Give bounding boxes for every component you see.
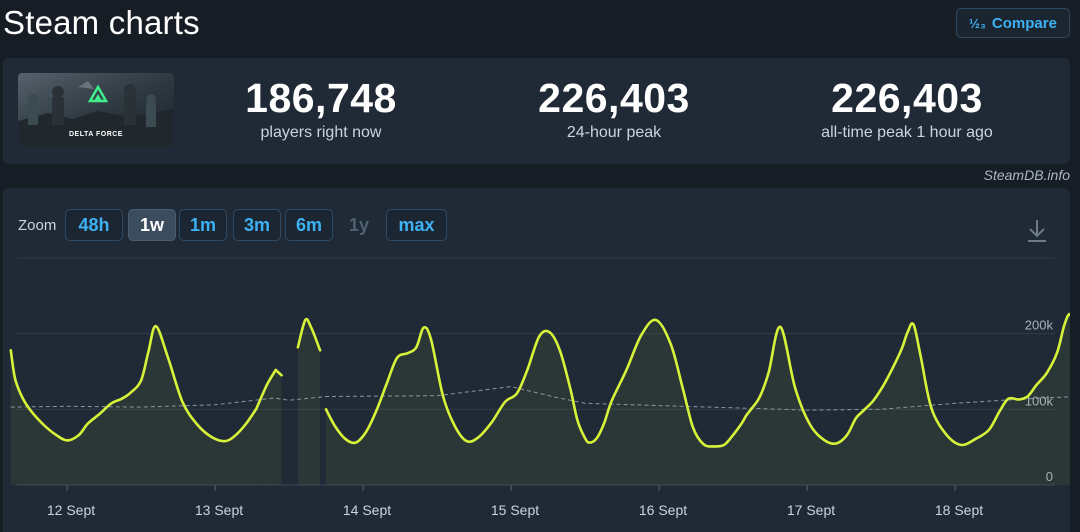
24h-peak-label: 24-hour peak <box>566 124 662 141</box>
players-line <box>9 324 258 443</box>
all-time-peak-label: all-time peak 1 hour ago <box>821 124 993 141</box>
compare-button[interactable]: ½₃ Compare <box>956 8 1070 38</box>
zoom-48h-button[interactable]: 48h <box>65 209 123 241</box>
y-tick-label: 100k <box>1025 393 1054 408</box>
game-thumbnail-text: DELTA FORCE <box>69 131 123 138</box>
players-area <box>297 320 321 485</box>
zoom-1w-button[interactable]: 1w <box>128 209 176 241</box>
all-time-peak-value: 226,403 <box>831 75 983 121</box>
y-tick-label: 200k <box>1025 318 1054 333</box>
fraction-icon: ½₃ <box>969 15 986 31</box>
players-area <box>326 315 1070 485</box>
x-tick-label: 16 Sept <box>639 502 687 518</box>
zoom-label: Zoom <box>18 217 57 234</box>
stat-current-players: 186,748 players right now <box>191 76 451 142</box>
average-line <box>10 386 1070 411</box>
zoom-max-button[interactable]: max <box>386 209 447 241</box>
zoom-1m-button[interactable]: 1m <box>179 209 227 241</box>
current-players-value: 186,748 <box>245 75 397 121</box>
zoom-1y-button: 1y <box>348 214 370 235</box>
players-line <box>274 368 283 377</box>
x-tick-label: 17 Sept <box>787 502 835 518</box>
x-tick-label: 13 Sept <box>195 502 243 518</box>
players-line <box>255 368 277 410</box>
stat-all-time-peak: 226,403 all-time peak 1 hour ago <box>777 76 1037 142</box>
page-title: Steam charts <box>3 4 200 41</box>
x-tick-label: 12 Sept <box>47 502 95 518</box>
stats-card: DELTA FORCE 186,748 players right now 22… <box>3 58 1070 164</box>
steamdb-credit[interactable]: SteamDB.info <box>983 167 1070 183</box>
players-line <box>324 312 1070 448</box>
players-area <box>10 326 257 485</box>
download-icon[interactable] <box>1025 218 1049 244</box>
players-line <box>296 317 322 352</box>
compare-label: Compare <box>991 14 1057 32</box>
stat-24h-peak: 226,403 24-hour peak <box>484 76 744 142</box>
24h-peak-value: 226,403 <box>538 75 690 121</box>
current-players-label: players right now <box>260 124 382 141</box>
game-thumbnail-art <box>18 73 174 147</box>
players-area <box>275 370 282 485</box>
y-tick-label: 0 <box>1046 469 1053 484</box>
chart-card: 0 100k 200k 12 Sept 13 Sept 14 Sept 15 Sept 16 … <box>3 188 1070 532</box>
game-thumbnail[interactable]: DELTA FORCE <box>18 73 174 147</box>
zoom-3m-button[interactable]: 3m <box>233 209 281 241</box>
x-tick-label: 15 Sept <box>491 502 539 518</box>
zoom-6m-button[interactable]: 6m <box>285 209 333 241</box>
player-chart: 0 100k 200k 12 Sept 13 Sept 14 Sept 15 Sept 16 … <box>9 257 1070 518</box>
x-tick-label: 18 Sept <box>935 502 983 518</box>
x-tick-label: 14 Sept <box>343 502 391 518</box>
